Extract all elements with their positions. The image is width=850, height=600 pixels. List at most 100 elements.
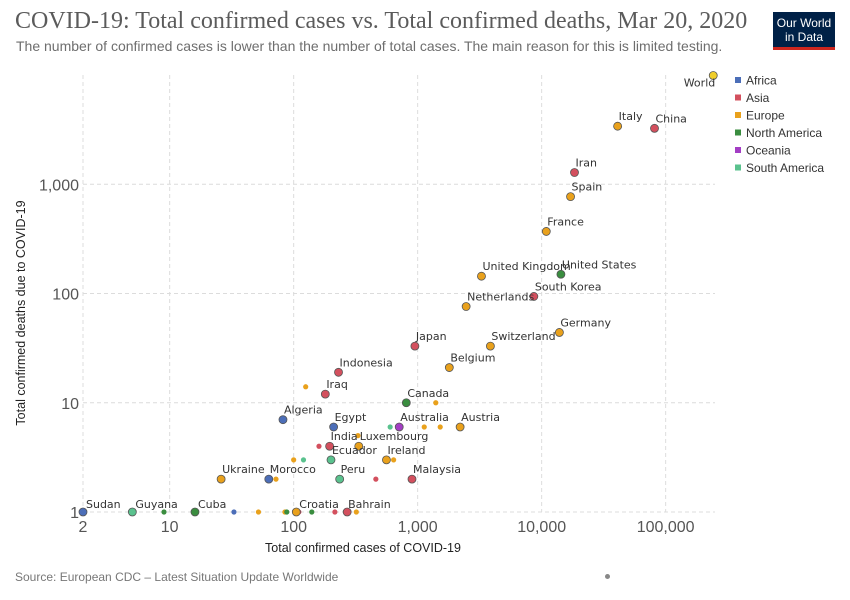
legend-swatch [735, 164, 741, 171]
data-point [334, 367, 343, 377]
point-label: Iraq [326, 378, 348, 391]
data-point [401, 398, 411, 408]
point-label: Croatia [299, 498, 339, 511]
point-label: Australia [400, 411, 449, 424]
x-axis-label: Total confirmed cases of COVID-19 [265, 541, 461, 555]
data-point [485, 341, 495, 351]
grid-lines [82, 75, 715, 513]
data-point [342, 507, 352, 517]
data-point [278, 415, 288, 425]
point-label: China [656, 112, 687, 125]
data-point-minor [284, 509, 290, 515]
data-point-minor [316, 443, 322, 449]
data-point-minor [421, 424, 427, 430]
data-point [216, 474, 226, 484]
point-label: Ireland [387, 444, 425, 457]
data-point-minor [387, 424, 393, 430]
x-tick-label: 100,000 [637, 519, 695, 536]
legend-swatch [735, 129, 741, 136]
x-tick-label: 1,000 [398, 519, 438, 536]
data-point [320, 389, 330, 399]
data-point-minor [391, 457, 397, 463]
data-point-minor [355, 433, 361, 439]
data-point [127, 507, 137, 517]
point-label: Peru [341, 463, 366, 476]
data-point [78, 507, 88, 517]
legend-swatch [735, 94, 741, 101]
data-point [444, 363, 454, 372]
data-point [708, 71, 718, 80]
data-point [529, 292, 539, 301]
chart-title: COVID-19: Total confirmed cases vs. Tota… [15, 8, 748, 34]
data-point-minor [437, 424, 443, 430]
y-tick-label: 10 [61, 396, 79, 413]
point-label: United Kingdom [482, 260, 570, 273]
data-points [78, 71, 718, 517]
x-tick-label: 10 [161, 519, 179, 536]
data-point [326, 455, 336, 465]
point-label: South Korea [535, 280, 602, 293]
point-label: Luxembourg [360, 430, 429, 443]
data-point [650, 123, 659, 133]
point-label: Algeria [284, 404, 323, 417]
point-label: Iran [575, 157, 597, 170]
legend-item-label: South America [746, 161, 824, 175]
data-point [410, 341, 420, 351]
point-label: Italy [619, 110, 643, 123]
point-label: World [684, 76, 716, 89]
x-tick-label: 10,000 [517, 519, 566, 536]
data-point-minor [231, 509, 237, 515]
legend-swatch [735, 147, 741, 153]
point-label: Belgium [450, 352, 495, 365]
point-label: Bahrain [348, 498, 391, 511]
point-label: Spain [572, 181, 603, 194]
owid-logo[interactable]: Our World in Data [773, 12, 835, 50]
y-tick-label: 100 [52, 287, 79, 304]
data-point-minor [161, 509, 167, 515]
point-label: Austria [461, 411, 500, 424]
legend-item-label: Africa [746, 74, 777, 88]
data-point [461, 302, 471, 311]
y-tick-label: 1,000 [39, 177, 79, 194]
point-label: France [547, 215, 584, 228]
data-point [382, 455, 391, 465]
point-label: Japan [415, 330, 447, 343]
data-point [541, 227, 551, 236]
timeline-dot[interactable] [605, 574, 610, 579]
data-point [264, 474, 274, 484]
legend-swatch [735, 112, 741, 118]
logo-text: Our World in Data [776, 16, 832, 44]
data-point [354, 441, 364, 451]
data-point [566, 192, 575, 202]
data-point [554, 328, 564, 337]
data-point [291, 507, 301, 517]
data-point-minor [300, 457, 307, 463]
data-point [613, 121, 623, 131]
data-point-minor [373, 476, 379, 482]
data-point-minor [433, 400, 439, 406]
point-label: Cuba [198, 498, 226, 511]
point-label: Switzerland [491, 330, 555, 343]
data-point [407, 474, 417, 484]
data-point-minor [353, 509, 359, 515]
legend-item-label: Oceania [746, 144, 791, 158]
legend-item-label: Asia [746, 91, 770, 105]
y-axis-label: Total confirmed deaths due to COVID-19 [14, 200, 28, 425]
data-point [190, 507, 200, 517]
data-point-minor [255, 509, 262, 515]
legend: Africa Asia Europe North America Oceania Sout… [735, 74, 824, 175]
point-label: Ukraine [222, 463, 265, 476]
x-tick-label: 2 [79, 519, 88, 536]
legend-item-label: Europe [746, 109, 785, 123]
data-point [335, 474, 345, 484]
point-label: Canada [407, 387, 449, 400]
point-label: Ecuador [332, 444, 377, 457]
point-label: Morocco [270, 463, 316, 476]
point-label: Malaysia [413, 463, 461, 476]
data-point [329, 422, 339, 432]
source-note: Source: European CDC – Latest Situation … [15, 570, 339, 584]
data-point-minor [332, 509, 338, 515]
point-label: United States [562, 258, 637, 271]
data-point-minor [303, 384, 309, 390]
